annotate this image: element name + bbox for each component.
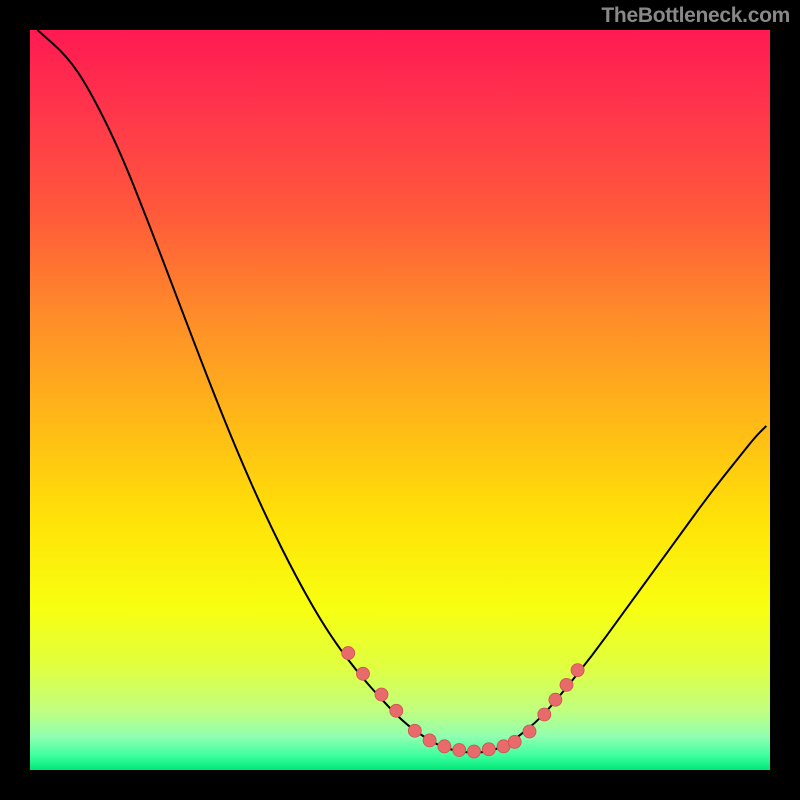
curve-marker — [342, 647, 355, 660]
curve-marker — [357, 667, 370, 680]
curve-marker — [453, 744, 466, 757]
bottleneck-curve — [37, 30, 766, 753]
curve-marker — [438, 740, 451, 753]
curve-marker — [538, 708, 551, 721]
curve-marker — [468, 745, 481, 758]
curve-marker — [571, 664, 584, 677]
curve-marker — [508, 735, 521, 748]
chart-svg — [30, 30, 770, 770]
curve-markers — [342, 647, 584, 758]
curve-marker — [390, 704, 403, 717]
curve-marker — [423, 734, 436, 747]
curve-marker — [408, 724, 421, 737]
curve-marker — [375, 688, 388, 701]
curve-marker — [560, 678, 573, 691]
attribution-label: TheBottleneck.com — [601, 4, 790, 28]
curve-marker — [482, 743, 495, 756]
chart-area — [30, 30, 770, 770]
curve-marker — [549, 693, 562, 706]
curve-marker — [523, 725, 536, 738]
